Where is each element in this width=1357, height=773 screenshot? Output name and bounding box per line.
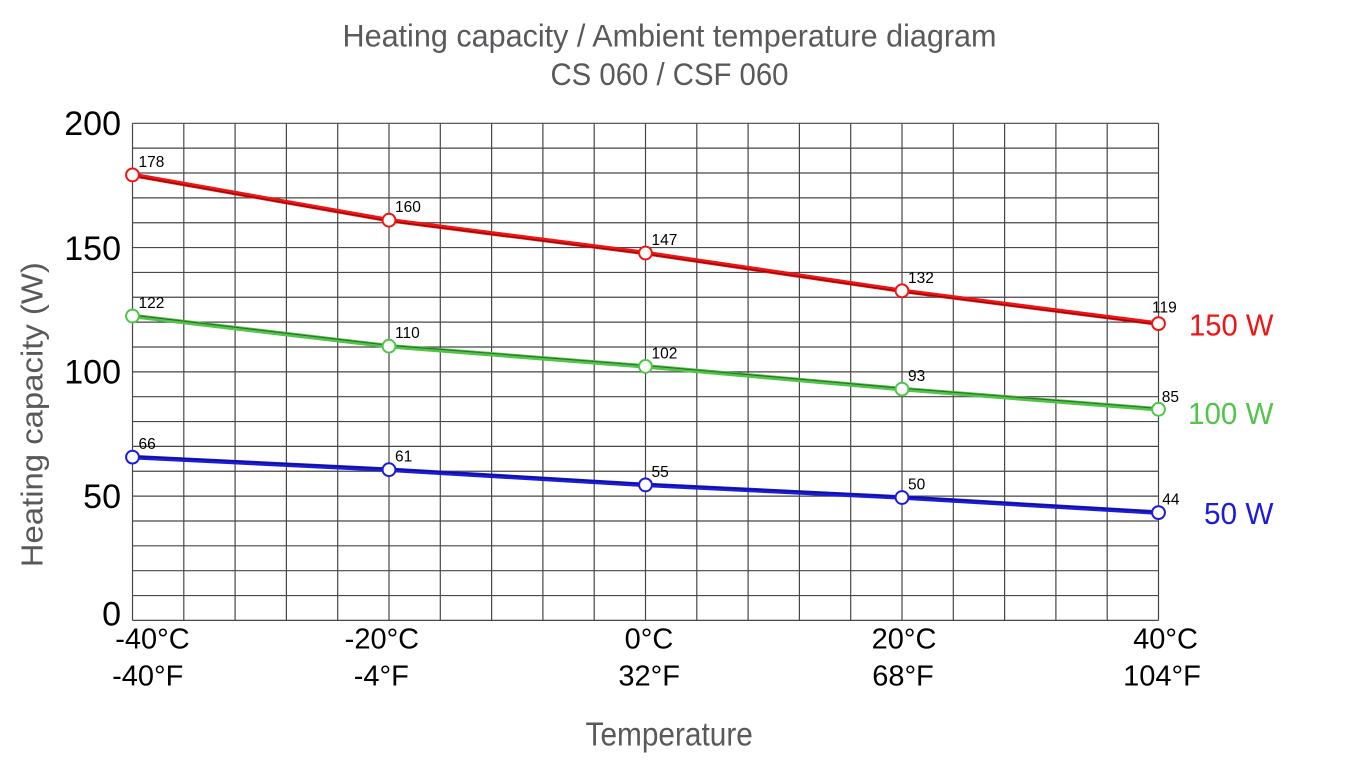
svg-text:32°F: 32°F [618, 661, 680, 693]
svg-text:200: 200 [64, 105, 121, 143]
svg-text:50: 50 [83, 478, 121, 516]
svg-text:50: 50 [908, 477, 926, 494]
svg-text:178: 178 [139, 154, 165, 171]
svg-text:66: 66 [139, 436, 156, 453]
svg-text:-4°F: -4°F [354, 661, 409, 693]
svg-text:150: 150 [64, 230, 121, 268]
svg-text:CS 060 / CSF 060: CS 060 / CSF 060 [551, 56, 789, 92]
svg-text:Heating capacity / Ambient tem: Heating capacity / Ambient temperature d… [343, 17, 997, 53]
svg-text:-40°C: -40°C [115, 624, 189, 656]
svg-text:102: 102 [652, 345, 678, 362]
svg-text:119: 119 [1152, 300, 1177, 317]
svg-text:0°C: 0°C [625, 624, 674, 656]
svg-text:160: 160 [395, 199, 421, 216]
svg-text:0: 0 [102, 596, 121, 634]
svg-text:100: 100 [64, 353, 121, 391]
svg-text:122: 122 [139, 295, 165, 312]
svg-text:Temperature: Temperature [586, 716, 753, 753]
svg-text:44: 44 [1162, 491, 1180, 508]
svg-text:40°C: 40°C [1133, 624, 1198, 656]
svg-text:Heating capacity (W): Heating capacity (W) [16, 262, 50, 567]
svg-text:68°F: 68°F [872, 661, 934, 693]
svg-text:150 W: 150 W [1189, 308, 1274, 343]
svg-text:132: 132 [908, 270, 934, 287]
svg-text:93: 93 [908, 368, 925, 385]
svg-text:55: 55 [652, 464, 669, 481]
svg-text:100 W: 100 W [1188, 396, 1274, 431]
svg-text:110: 110 [395, 325, 420, 342]
svg-text:20°C: 20°C [872, 624, 937, 656]
svg-text:61: 61 [395, 449, 412, 466]
svg-text:50 W: 50 W [1204, 496, 1274, 531]
svg-text:-20°C: -20°C [345, 624, 419, 656]
svg-text:85: 85 [1162, 389, 1179, 406]
svg-text:-40°F: -40°F [112, 661, 183, 693]
svg-text:147: 147 [652, 232, 678, 249]
svg-text:104°F: 104°F [1123, 661, 1201, 693]
